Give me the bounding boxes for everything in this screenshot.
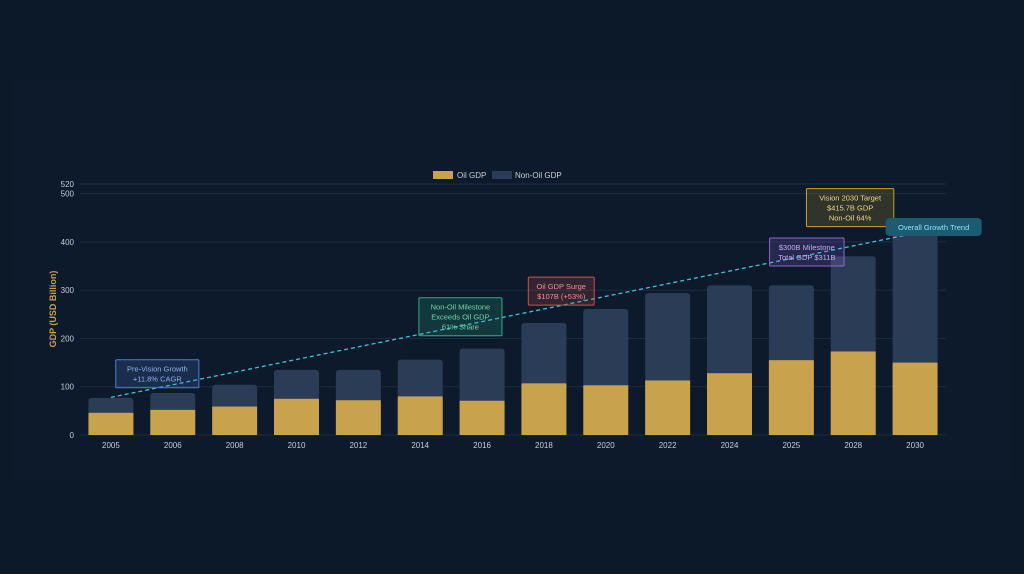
annotation-box — [805, 188, 895, 228]
bar-non-oil[interactable] — [707, 285, 752, 376]
annotation-text: 61% Share — [442, 323, 479, 332]
annotation-box — [527, 276, 595, 306]
x-tick-label: 2008 — [226, 441, 244, 450]
x-tick-label: 2022 — [659, 441, 677, 450]
x-tick-label: 2018 — [535, 441, 553, 450]
annotation-text: Oil GDP Surge — [537, 282, 586, 291]
bar-oil[interactable] — [892, 362, 938, 435]
annotation-text: Pre-Vision Growth — [127, 365, 188, 374]
bar-oil[interactable] — [768, 360, 814, 435]
bar-non-oil[interactable] — [397, 359, 443, 399]
bar-oil[interactable] — [521, 383, 567, 435]
bars — [88, 234, 938, 435]
bar-non-oil[interactable] — [645, 293, 691, 383]
bar-oil[interactable] — [830, 351, 876, 435]
x-tick-label: 2020 — [597, 441, 615, 450]
bar-oil[interactable] — [212, 406, 258, 435]
legend[interactable]: Oil GDP Non-Oil GDP — [433, 171, 562, 180]
bar-non-oil[interactable] — [830, 256, 876, 354]
y-tick-label: 0 — [70, 431, 75, 440]
annotation-text: Total GDP $311B — [778, 253, 835, 262]
y-tick-label: 500 — [61, 190, 75, 199]
bar-non-oil[interactable] — [274, 369, 319, 401]
legend-swatch-non-oil — [492, 171, 512, 179]
annotation-box — [885, 217, 982, 236]
bar-oil[interactable] — [335, 400, 381, 435]
bar-non-oil[interactable] — [212, 384, 258, 409]
y-tick-label: 100 — [61, 383, 75, 392]
x-tick-label: 2030 — [906, 441, 924, 450]
annotation-box — [418, 297, 503, 337]
bar-oil[interactable] — [150, 409, 196, 435]
bar-non-oil[interactable] — [150, 393, 196, 412]
annotation-text: $107B (+53%) — [537, 292, 586, 301]
bar-non-oil[interactable] — [88, 397, 134, 415]
y-tick-label: 520 — [61, 180, 75, 189]
bar-non-oil[interactable] — [583, 309, 629, 388]
bar-oil[interactable] — [459, 400, 505, 435]
bar-non-oil[interactable] — [892, 234, 938, 365]
annotation-text: Vision 2030 Target — [819, 194, 882, 203]
annotation-text: $415.7B GDP — [827, 204, 873, 213]
y-tick-label: 400 — [61, 238, 75, 247]
x-tick-label: 2024 — [721, 441, 739, 450]
x-tick-label: 2014 — [411, 441, 429, 450]
annotation-text: Non-Oil 64% — [829, 214, 872, 223]
bar-non-oil[interactable] — [459, 348, 505, 403]
bar-non-oil[interactable] — [521, 323, 567, 386]
annotations: Pre-Vision Growth+11.8% CAGR Non-Oil Mile… — [115, 188, 982, 389]
annotation-box — [769, 237, 845, 267]
trend-line-group — [110, 232, 916, 398]
annotation-text: Exceeds Oil GDP — [431, 313, 489, 322]
x-tick-label: 2028 — [844, 441, 862, 450]
annotation-text: +11.8% CAGR — [133, 375, 182, 384]
y-axis-label: GDP (USD Billion) — [48, 271, 58, 348]
x-tick-label: 2012 — [349, 441, 367, 450]
trend-line — [110, 232, 916, 398]
bar-oil[interactable] — [397, 396, 443, 435]
x-tick-label: 2016 — [473, 441, 491, 450]
annotation-pre-vision: Pre-Vision Growth+11.8% CAGR — [115, 359, 200, 389]
legend-swatch-oil — [433, 171, 453, 179]
x-tick-label: 2006 — [164, 441, 182, 450]
bar-oil[interactable] — [707, 373, 752, 435]
bar-non-oil[interactable] — [768, 285, 814, 363]
annotation-box — [115, 359, 200, 389]
bar-oil[interactable] — [583, 385, 629, 435]
annotation-text: Overall Growth Trend — [898, 223, 969, 232]
y-tick-label: 200 — [61, 334, 75, 343]
x-tick-label: 2010 — [288, 441, 306, 450]
legend-label-non-oil: Non-Oil GDP — [515, 171, 562, 180]
bar-oil[interactable] — [274, 398, 319, 435]
annotation-text: Non-Oil Milestone — [431, 303, 491, 312]
x-tick-label: 2005 — [102, 441, 120, 450]
bar-non-oil[interactable] — [335, 369, 381, 403]
annotation-oil-surge: Oil GDP Surge$107B (+53%) — [527, 276, 595, 306]
annotation-text: $300B Milestone — [779, 243, 835, 252]
x-tick-label: 2025 — [782, 441, 800, 450]
y-tick-label: 300 — [61, 286, 75, 295]
annotation-trend-label: Overall Growth Trend — [885, 217, 982, 236]
bar-oil[interactable] — [645, 380, 691, 435]
legend-label-oil: Oil GDP — [457, 171, 486, 180]
bar-oil[interactable] — [88, 412, 134, 435]
